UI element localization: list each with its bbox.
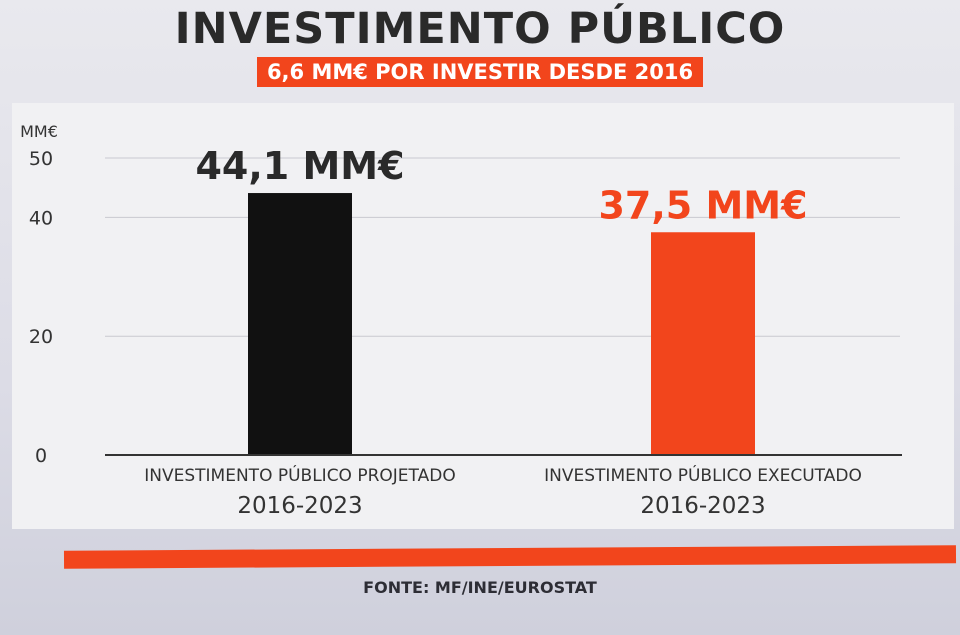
data-label-0: 44,1 MM€ <box>195 144 404 188</box>
chart-panel <box>12 103 954 529</box>
data-label-1: 37,5 MM€ <box>598 183 807 227</box>
category-label-0: INVESTIMENTO PÚBLICO PROJETADO <box>144 464 455 486</box>
bar-0 <box>248 193 352 455</box>
y-tick-label-2: 40 <box>29 207 53 229</box>
category-label-1: INVESTIMENTO PÚBLICO EXECUTADO <box>544 464 862 486</box>
bar-1 <box>651 232 755 455</box>
y-tick-label-0: 0 <box>35 445 47 467</box>
category-period-0: 2016-2023 <box>237 493 362 519</box>
y-tick-label-1: 20 <box>29 326 53 348</box>
chart-title: INVESTIMENTO PÚBLICO <box>174 4 786 54</box>
y-tick-label-3: 50 <box>29 148 53 170</box>
subtitle-banner: 6,6 MM€ POR INVESTIR DESDE 2016 <box>0 57 960 87</box>
source-text: FONTE: MF/INE/EUROSTAT <box>363 578 597 597</box>
chart-subtitle: 6,6 MM€ POR INVESTIR DESDE 2016 <box>256 57 704 87</box>
category-period-1: 2016-2023 <box>640 493 765 519</box>
y-axis-label: MM€ <box>20 122 58 141</box>
